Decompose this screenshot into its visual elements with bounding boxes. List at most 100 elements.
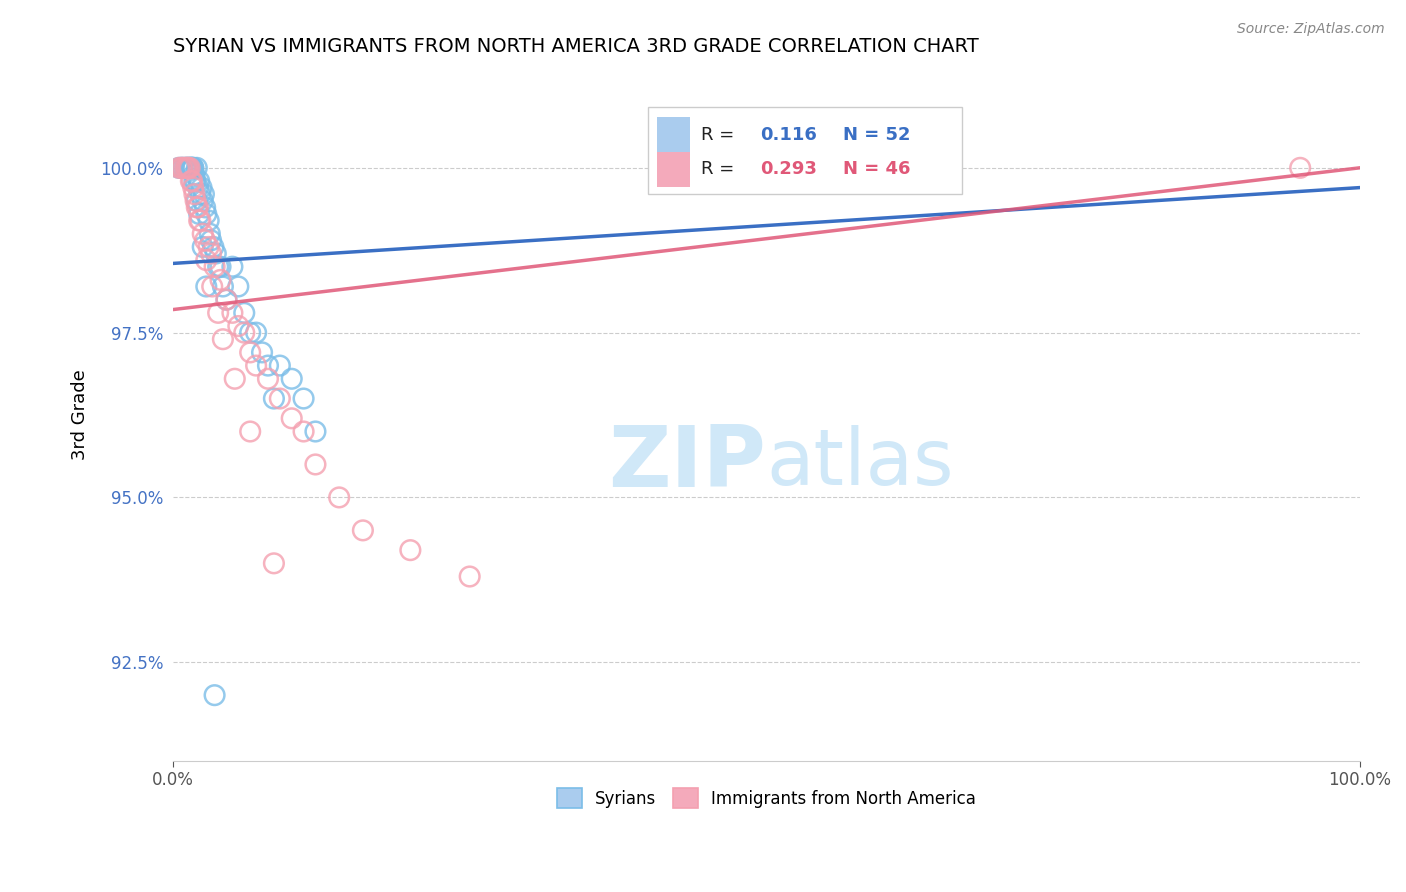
Point (239, 345, 262, 359)
Point (195, 253, 218, 268)
Point (183, 187, 205, 202)
Point (304, 425, 326, 439)
Point (181, 161, 204, 175)
Point (200, 233, 222, 247)
Point (212, 279, 235, 293)
Point (174, 161, 197, 175)
Point (174, 161, 197, 175)
Point (263, 557, 285, 571)
Point (228, 279, 250, 293)
Point (179, 161, 201, 175)
Text: SYRIAN VS IMMIGRANTS FROM NORTH AMERICA 3RD GRADE CORRELATION CHART: SYRIAN VS IMMIGRANTS FROM NORTH AMERICA … (173, 37, 979, 56)
Point (215, 293, 238, 307)
Point (187, 180, 209, 194)
Point (328, 491, 350, 505)
Point (204, 246, 226, 260)
Point (180, 161, 202, 175)
Point (201, 279, 224, 293)
Point (177, 161, 200, 175)
Point (292, 392, 315, 406)
Point (187, 200, 209, 214)
Point (352, 524, 374, 538)
Text: N = 52: N = 52 (844, 126, 911, 144)
Point (180, 174, 202, 188)
FancyBboxPatch shape (657, 118, 690, 152)
Point (200, 246, 222, 260)
Point (209, 260, 232, 274)
Point (188, 174, 211, 188)
Point (170, 161, 193, 175)
Text: atlas: atlas (766, 425, 953, 501)
Point (1289, 161, 1312, 175)
Point (224, 372, 246, 386)
Point (191, 227, 214, 241)
Point (190, 213, 212, 227)
Point (174, 161, 197, 175)
Point (184, 174, 207, 188)
Point (228, 319, 250, 334)
Point (458, 569, 481, 583)
Point (195, 279, 218, 293)
Point (257, 359, 280, 373)
Point (280, 411, 302, 425)
Point (188, 207, 211, 221)
Point (221, 306, 243, 320)
Point (202, 240, 225, 254)
Point (183, 174, 205, 188)
Point (167, 161, 190, 175)
Point (221, 260, 243, 274)
Point (186, 200, 208, 214)
Point (209, 273, 232, 287)
Point (292, 425, 315, 439)
Point (215, 293, 238, 307)
Text: N = 46: N = 46 (844, 161, 911, 178)
Point (239, 326, 262, 340)
Point (170, 161, 193, 175)
Point (186, 194, 208, 208)
Text: R =: R = (702, 161, 740, 178)
Text: ZIP: ZIP (609, 422, 766, 505)
Point (191, 240, 214, 254)
FancyBboxPatch shape (657, 152, 690, 186)
Point (172, 161, 194, 175)
Y-axis label: 3rd Grade: 3rd Grade (72, 369, 89, 460)
Point (257, 372, 280, 386)
Point (197, 213, 219, 227)
Point (181, 180, 204, 194)
Point (176, 161, 198, 175)
Point (191, 194, 214, 208)
Point (172, 161, 194, 175)
Point (233, 306, 256, 320)
Text: Source: ZipAtlas.com: Source: ZipAtlas.com (1237, 22, 1385, 37)
Point (280, 372, 302, 386)
Point (263, 392, 285, 406)
Point (177, 161, 200, 175)
Point (180, 161, 202, 175)
Text: 0.293: 0.293 (761, 161, 817, 178)
Point (188, 213, 211, 227)
Point (304, 458, 326, 472)
Point (204, 688, 226, 702)
Point (176, 161, 198, 175)
Point (233, 326, 256, 340)
Point (204, 260, 226, 274)
Point (193, 187, 215, 202)
Text: 0.116: 0.116 (761, 126, 817, 144)
Point (207, 260, 229, 274)
Point (269, 392, 291, 406)
Point (245, 326, 267, 340)
Point (197, 240, 219, 254)
Point (186, 161, 208, 175)
Point (239, 425, 262, 439)
Point (190, 180, 212, 194)
Point (399, 543, 422, 558)
Text: R =: R = (702, 126, 740, 144)
Point (181, 161, 204, 175)
FancyBboxPatch shape (648, 107, 962, 194)
Point (184, 194, 207, 208)
Point (179, 161, 201, 175)
Point (183, 168, 205, 182)
Point (207, 306, 229, 320)
Point (181, 161, 204, 175)
Point (195, 207, 218, 221)
